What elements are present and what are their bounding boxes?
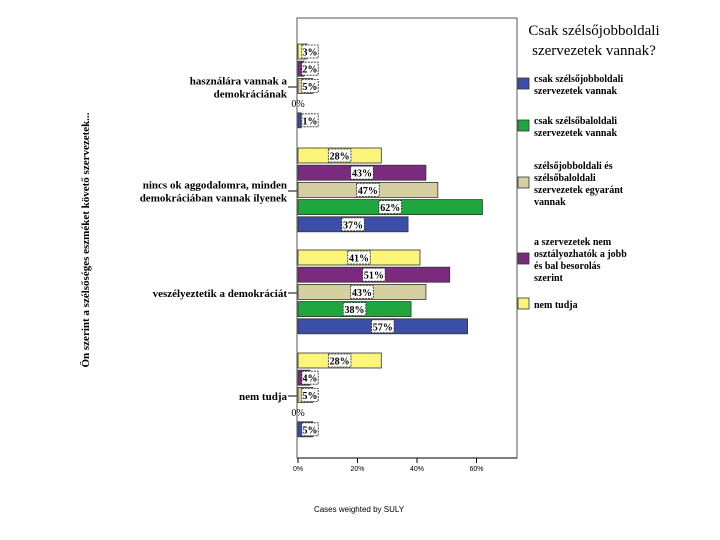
bars: 3%2%5%0%1%28%43%47%62%37%41%51%43%38%57%… xyxy=(291,43,483,438)
bar xyxy=(297,112,302,129)
legend-label: nem tudja xyxy=(534,300,578,311)
plot-frame xyxy=(296,17,518,459)
x-tick-label: 20% xyxy=(350,466,364,473)
y-axis-title: Ön szerint a szélsőséges eszméket követő… xyxy=(79,112,92,367)
legend-label: a szervezetek nem osztályozhatók a jobb és… xyxy=(534,237,627,284)
legend-label: csak szélsőbaloldali szervezetek vannak xyxy=(534,116,617,139)
category-label: veszélyeztetik a demokráciát xyxy=(153,288,288,300)
data-label: 57% xyxy=(373,322,393,333)
legend-title: Csak szélsőjobboldali szervezetek vannak? xyxy=(528,23,659,59)
data-label-box xyxy=(301,113,319,128)
legend-swatch xyxy=(517,297,530,310)
data-label: 1% xyxy=(303,116,318,127)
x-tick-label: 40% xyxy=(410,466,424,473)
data-label-box xyxy=(301,387,319,402)
data-label: 5% xyxy=(303,425,318,436)
data-label-box xyxy=(301,44,319,59)
data-label: 4% xyxy=(303,374,318,385)
data-label-box xyxy=(350,284,374,299)
data-label: 43% xyxy=(352,169,372,180)
data-label-box xyxy=(301,422,319,437)
category-label: nincs ok aggodalomra, minden demokráciába… xyxy=(140,180,288,205)
data-label: 3% xyxy=(303,48,318,59)
data-label: 62% xyxy=(380,203,400,214)
category-label: nem tudja xyxy=(239,391,287,403)
data-label-box xyxy=(356,182,380,197)
data-label: 37% xyxy=(343,220,363,231)
data-label: 47% xyxy=(358,186,378,197)
x-tick-label: 0% xyxy=(293,466,303,473)
x-axis: 0% 20% 40% 60% xyxy=(293,457,517,473)
legend-swatch xyxy=(517,252,530,265)
data-label: 38% xyxy=(345,305,365,316)
legend-label: csak szélsőjobboldali szervezetek vannak xyxy=(534,74,623,97)
x-tick-label: 60% xyxy=(469,466,483,473)
legend-swatch xyxy=(517,119,530,132)
legend: Csak szélsőjobboldali szervezetek vannak?… xyxy=(517,23,660,311)
data-label-box xyxy=(341,217,365,232)
data-label-box xyxy=(301,370,319,385)
data-label-box xyxy=(350,165,374,180)
data-label: 5% xyxy=(303,391,318,402)
data-label-box xyxy=(342,302,367,317)
data-label: 28% xyxy=(330,152,350,163)
weight-footer: Cases weighted by SULY xyxy=(314,505,405,514)
data-label-box xyxy=(371,319,395,334)
data-label: 41% xyxy=(349,254,369,265)
data-label-box xyxy=(301,61,319,76)
data-label-box xyxy=(347,250,371,265)
plot-area xyxy=(296,17,518,459)
data-label: 0% xyxy=(291,99,304,110)
legend-swatch xyxy=(517,77,530,90)
category-label: használára vannak a demokráciának xyxy=(190,76,288,101)
data-label: 5% xyxy=(303,82,318,93)
data-label-box xyxy=(327,148,352,163)
data-label: 0% xyxy=(291,408,304,419)
data-label: 2% xyxy=(303,65,318,76)
legend-label: szélsőjobboldali és szélsőbaloldali szerve… xyxy=(534,161,624,208)
legend-swatch xyxy=(517,176,530,189)
category-labels: használára vannak a demokráciának nincs ok… xyxy=(140,76,297,403)
data-label: 28% xyxy=(330,357,350,368)
data-label: 43% xyxy=(352,288,372,299)
data-label-box xyxy=(327,353,352,368)
data-label: 51% xyxy=(364,271,384,282)
data-label-box xyxy=(362,267,386,282)
data-label-box xyxy=(301,79,319,93)
data-label-box xyxy=(378,200,402,215)
